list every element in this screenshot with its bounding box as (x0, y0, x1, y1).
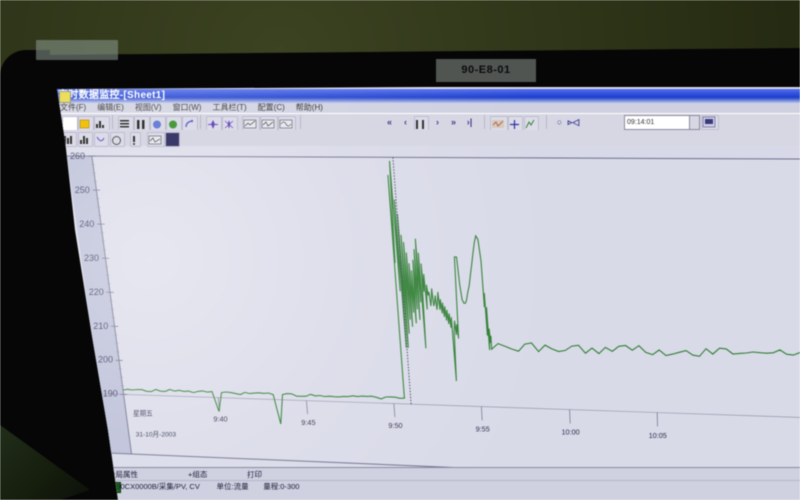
svg-text:210: 210 (93, 321, 108, 331)
svg-text:10:00: 10:00 (561, 428, 579, 437)
svg-text:9:50: 9:50 (388, 421, 402, 430)
svg-text:31-10月-2003: 31-10月-2003 (136, 430, 177, 438)
svg-text:9:55: 9:55 (476, 424, 490, 433)
svg-text:9:40: 9:40 (213, 415, 227, 424)
svg-text:250: 250 (75, 185, 90, 195)
svg-text:190: 190 (103, 389, 118, 399)
svg-text:260: 260 (70, 151, 85, 161)
svg-text:230: 230 (84, 253, 99, 263)
svg-text:9:45: 9:45 (301, 418, 315, 427)
svg-text:220: 220 (89, 287, 104, 297)
svg-text:星期五: 星期五 (133, 410, 153, 418)
svg-text:200: 200 (98, 355, 113, 365)
svg-text:240: 240 (79, 219, 94, 229)
svg-text:10:05: 10:05 (649, 431, 667, 440)
